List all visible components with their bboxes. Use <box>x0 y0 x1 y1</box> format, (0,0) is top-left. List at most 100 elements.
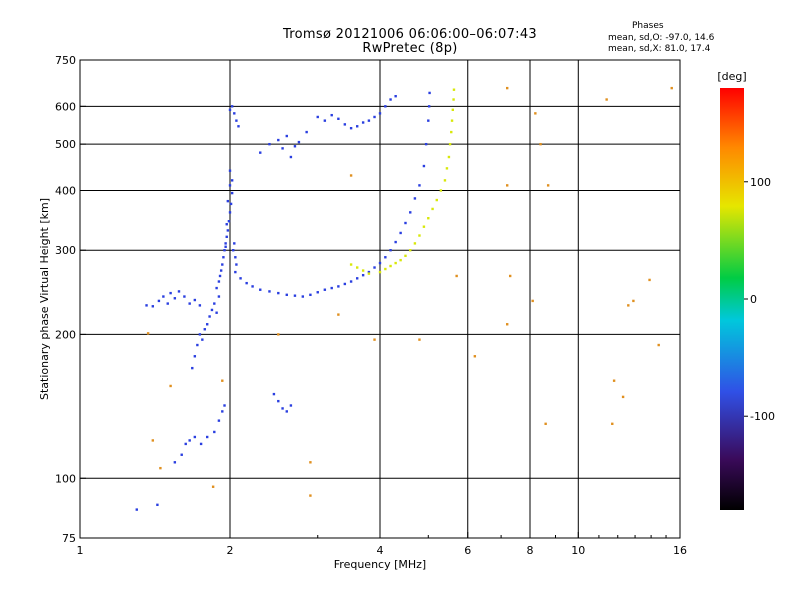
data-point <box>215 311 218 314</box>
data-point <box>670 86 673 90</box>
data-point <box>180 453 183 456</box>
data-point <box>177 290 181 293</box>
data-point <box>399 231 402 235</box>
data-point <box>418 234 421 237</box>
colorbar <box>720 88 744 510</box>
data-point <box>546 184 550 187</box>
data-point <box>146 332 150 335</box>
chart-subtitle: RwPretec (8p) <box>362 41 458 56</box>
data-point <box>373 266 376 269</box>
data-point <box>232 249 235 252</box>
data-point <box>228 169 232 172</box>
data-point <box>648 278 651 282</box>
data-point <box>355 266 359 269</box>
data-point <box>355 125 359 128</box>
data-point <box>281 407 284 410</box>
data-point <box>605 98 608 101</box>
data-point <box>422 225 426 228</box>
data-point <box>445 167 449 170</box>
data-point <box>225 223 228 226</box>
data-point <box>277 138 280 142</box>
data-point <box>217 295 221 298</box>
data-point <box>343 123 347 126</box>
data-point <box>217 419 221 422</box>
data-point <box>135 508 138 511</box>
data-point <box>309 461 312 464</box>
data-point <box>404 221 407 225</box>
grid-lines <box>80 60 680 538</box>
data-point <box>281 147 284 150</box>
data-point <box>378 270 382 274</box>
data-point <box>233 112 236 115</box>
data-point <box>428 91 431 95</box>
data-point <box>169 384 172 388</box>
data-point <box>399 258 402 262</box>
colorbar-unit-label: [deg] <box>717 70 746 83</box>
data-point <box>193 435 197 439</box>
data-point <box>277 291 280 295</box>
colorbar-ticks: 100 0 -100 <box>744 176 775 423</box>
data-point <box>208 315 211 318</box>
data-point <box>316 115 319 119</box>
data-point <box>431 207 434 211</box>
data-point <box>367 272 371 275</box>
data-point <box>156 503 159 507</box>
data-point <box>330 113 333 117</box>
data-point <box>361 269 365 272</box>
data-point <box>627 304 630 307</box>
data-point <box>323 119 327 122</box>
data-point <box>349 280 353 283</box>
data-point <box>349 126 353 130</box>
data-point <box>309 494 312 497</box>
y-tick-label: 300 <box>55 244 76 257</box>
data-point <box>337 313 340 316</box>
data-point <box>173 461 177 464</box>
data-point <box>349 174 353 177</box>
data-point <box>196 343 199 347</box>
data-point <box>259 151 262 154</box>
data-point <box>443 179 447 182</box>
y-tick-label: 750 <box>55 54 76 67</box>
data-point <box>213 430 216 434</box>
data-point <box>199 442 203 446</box>
data-point <box>373 115 376 119</box>
data-point <box>297 140 301 144</box>
data-point <box>450 130 453 134</box>
data-point <box>343 282 347 286</box>
data-point <box>221 263 224 266</box>
data-point <box>229 202 233 206</box>
data-point <box>162 295 165 298</box>
data-point <box>435 198 438 202</box>
data-point <box>223 249 226 252</box>
y-tick-label: 100 <box>55 472 76 485</box>
data-point <box>198 333 202 336</box>
data-point <box>413 197 417 200</box>
x-tick-label: 4 <box>377 544 384 557</box>
y-axis-title: Stationary phase Virtual Height [km] <box>38 198 51 400</box>
data-point <box>230 179 234 182</box>
data-point <box>201 338 204 341</box>
data-point <box>293 294 297 297</box>
x-axis-title: Frequency [MHz] <box>334 558 426 571</box>
data-point <box>539 142 542 146</box>
data-point <box>218 274 222 278</box>
x-tick-label: 1 <box>77 544 84 557</box>
data-point <box>330 286 333 290</box>
data-point <box>151 439 155 442</box>
data-point <box>337 117 340 121</box>
y-tick-label: 500 <box>55 138 76 151</box>
data-point <box>221 379 224 382</box>
data-point <box>305 130 308 134</box>
data-point <box>203 328 206 331</box>
x-tick-label: 6 <box>464 544 471 557</box>
data-point <box>228 184 232 187</box>
data-point <box>531 299 534 303</box>
data-point <box>277 333 280 336</box>
data-point <box>205 323 209 326</box>
data-point <box>505 184 509 187</box>
x-tick-label: 10 <box>571 544 585 557</box>
data-point <box>191 366 194 370</box>
data-point <box>237 125 240 128</box>
data-point <box>427 119 430 122</box>
data-point <box>235 263 238 266</box>
